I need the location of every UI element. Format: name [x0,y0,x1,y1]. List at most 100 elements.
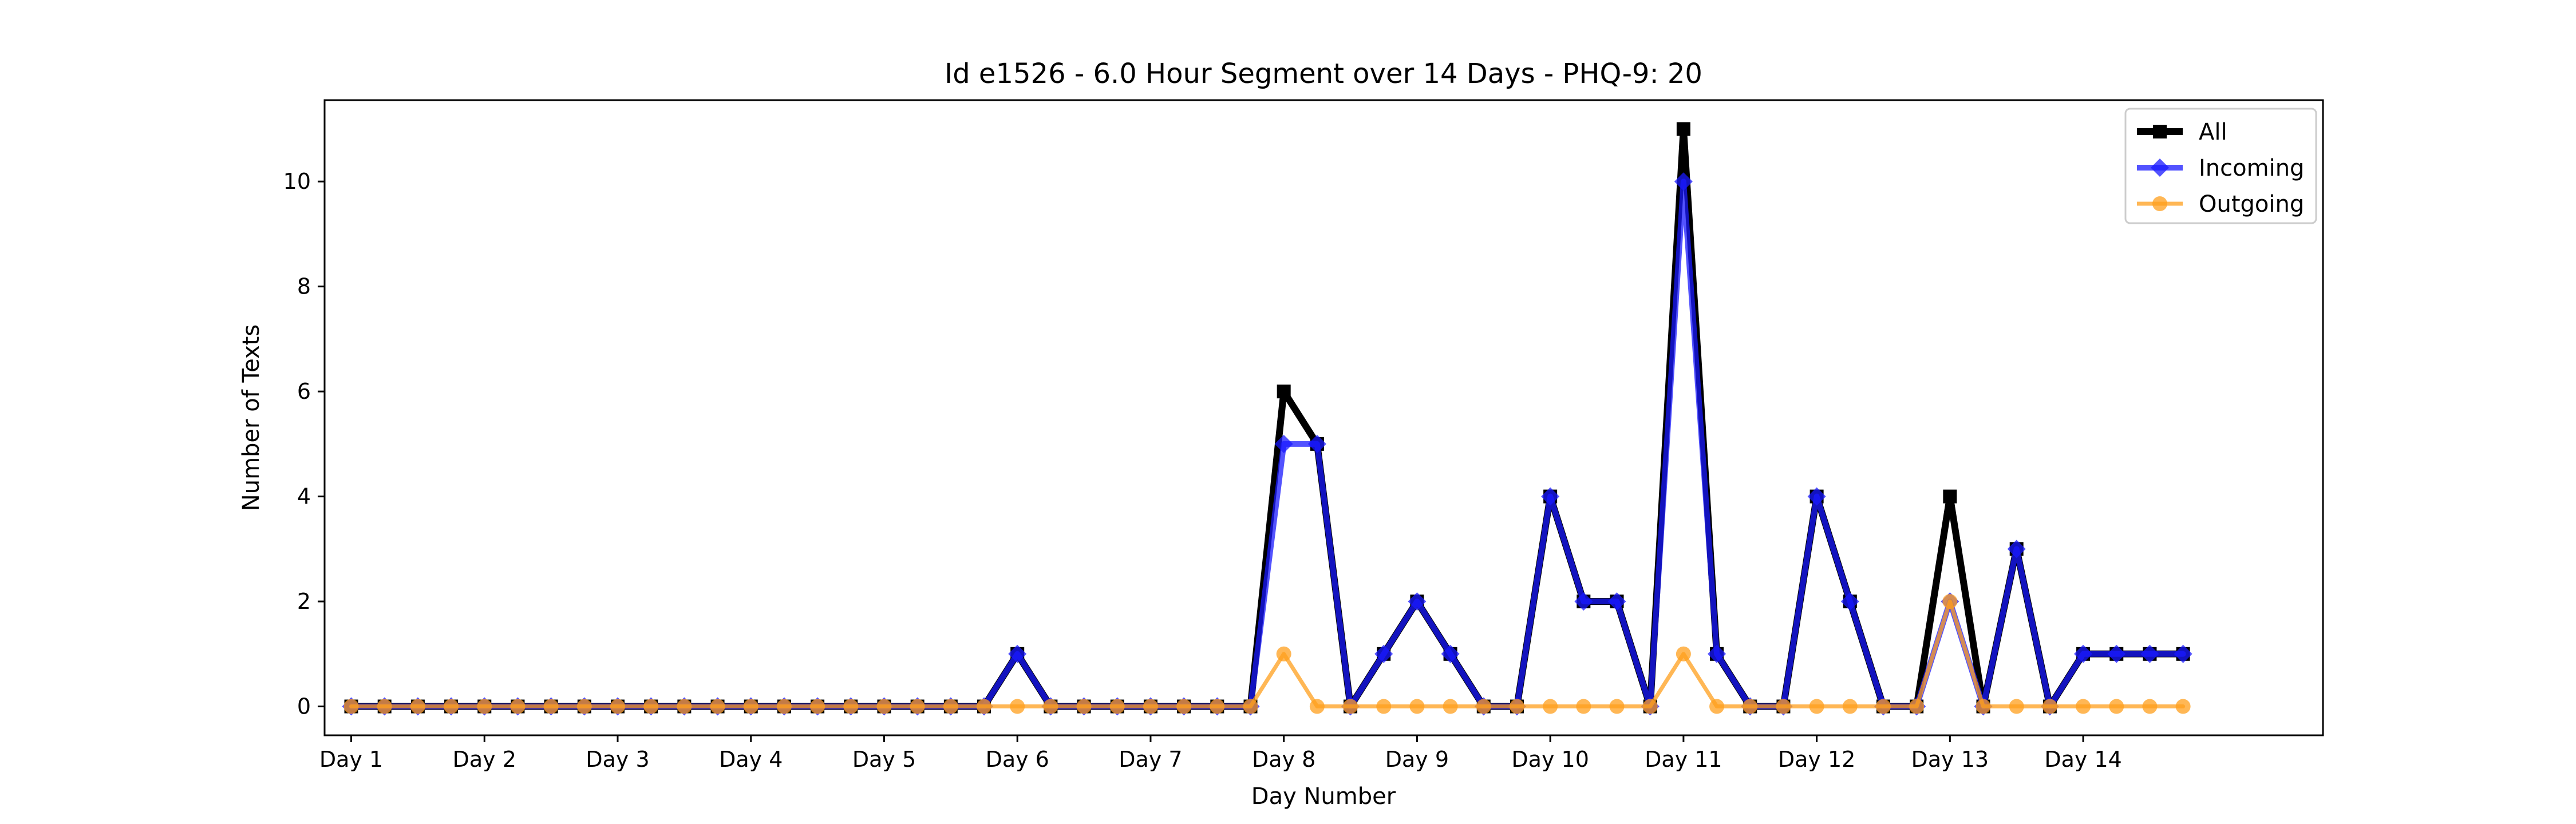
data-point-incoming [2140,644,2159,663]
data-point-outgoing [510,699,526,714]
x-tick-label: Day 3 [586,747,649,772]
data-point-incoming [1541,487,1560,506]
data-point-outgoing [1909,699,1925,714]
data-point-outgoing [1210,699,1225,714]
legend-marker [2153,125,2167,138]
data-point-incoming [1607,592,1626,611]
data-point-incoming [1708,644,1726,663]
data-point-outgoing [1409,699,1425,714]
x-axis-label: Day Number [1251,783,1396,810]
legend-item-outgoing: Outgoing [2137,191,2304,217]
data-point-outgoing [1776,699,1791,714]
data-point-incoming [1441,644,1460,663]
legend: All Incoming Outgoing [2124,108,2317,224]
data-point-incoming [1408,592,1427,611]
x-tick-label: Day 4 [719,747,783,772]
y-tick-label: 0 [297,694,311,719]
data-point-incoming [1374,644,1393,663]
data-point-outgoing [2175,699,2191,714]
y-tick-label: 4 [297,484,311,509]
x-tick-label: Day 12 [1778,747,1855,772]
data-point-outgoing [1376,699,1392,714]
data-point-incoming [1307,434,1326,453]
data-point-incoming [1008,644,1027,663]
legend-marker [2152,196,2167,211]
x-tick-label: Day 9 [1385,747,1449,772]
data-point-outgoing [1543,699,1558,714]
data-point-outgoing [1276,646,1291,661]
data-point-all [1943,489,1957,504]
data-point-outgoing [343,699,359,714]
data-point-outgoing [1743,699,1758,714]
data-point-outgoing [1509,699,1524,714]
data-point-outgoing [1609,699,1625,714]
data-point-incoming [2174,644,2192,663]
data-point-outgoing [1010,699,1025,714]
x-tick-label: Day 2 [453,747,516,772]
data-point-outgoing [1443,699,1458,714]
y-tick-label: 2 [297,589,311,614]
x-tick-label: Day 8 [1252,747,1315,772]
data-point-outgoing [1709,699,1725,714]
data-point-outgoing [1109,699,1125,714]
chart-title: Id e1526 - 6.0 Hour Segment over 14 Days… [945,58,1702,90]
y-axis-label: Number of Texts [238,324,264,511]
data-point-outgoing [1143,699,1158,714]
data-point-incoming [1807,487,1826,506]
x-tick-label: Day 7 [1119,747,1182,772]
x-tick-label: Day 5 [852,747,916,772]
data-point-outgoing [1642,699,1658,714]
x-tick-label: Day 13 [1911,747,1989,772]
data-point-outgoing [1343,699,1358,714]
y-axis: 0 2 4 6 8 10 [283,169,325,719]
data-point-outgoing [810,699,825,714]
data-point-outgoing [2009,699,2024,714]
data-point-outgoing [576,699,592,714]
data-point-outgoing [1476,699,1491,714]
data-point-outgoing [543,699,559,714]
legend-label: All [2199,119,2227,145]
data-point-outgoing [843,699,859,714]
data-point-outgoing [1176,699,1192,714]
data-point-outgoing [1875,699,1891,714]
data-point-outgoing [1043,699,1058,714]
x-tick-label: Day 6 [986,747,1049,772]
data-point-outgoing [610,699,626,714]
data-point-outgoing [943,699,958,714]
data-point-outgoing [876,699,892,714]
series-outgoing [343,594,2191,714]
data-point-outgoing [410,699,425,714]
data-point-outgoing [2076,699,2091,714]
data-point-outgoing [1842,699,1858,714]
x-tick-label: Day 1 [319,747,383,772]
legend-box [2124,108,2317,224]
data-point-outgoing [477,699,492,714]
data-point-all [1277,385,1291,399]
x-tick-label: Day 10 [1511,747,1589,772]
data-point-incoming [2007,540,2026,558]
data-point-all [1676,122,1690,136]
data-point-incoming [2107,644,2126,663]
data-point-outgoing [643,699,659,714]
data-point-outgoing [1309,699,1325,714]
plot-frame [323,99,2324,736]
data-point-outgoing [710,699,725,714]
y-tick-label: 6 [297,379,311,404]
data-point-outgoing [1076,699,1092,714]
data-point-outgoing [743,699,758,714]
data-point-outgoing [776,699,792,714]
legend-label: Outgoing [2199,191,2304,217]
data-point-outgoing [1576,699,1591,714]
data-point-outgoing [2109,699,2124,714]
legend-label: Incoming [2199,155,2304,181]
x-tick-label: Day 11 [1645,747,1722,772]
data-point-outgoing [1243,699,1258,714]
data-point-incoming [1274,434,1293,453]
legend-marker [2151,159,2169,177]
data-point-outgoing [377,699,392,714]
y-tick-label: 10 [283,169,311,194]
data-point-outgoing [677,699,692,714]
data-point-outgoing [2142,699,2158,714]
data-point-outgoing [2042,699,2057,714]
